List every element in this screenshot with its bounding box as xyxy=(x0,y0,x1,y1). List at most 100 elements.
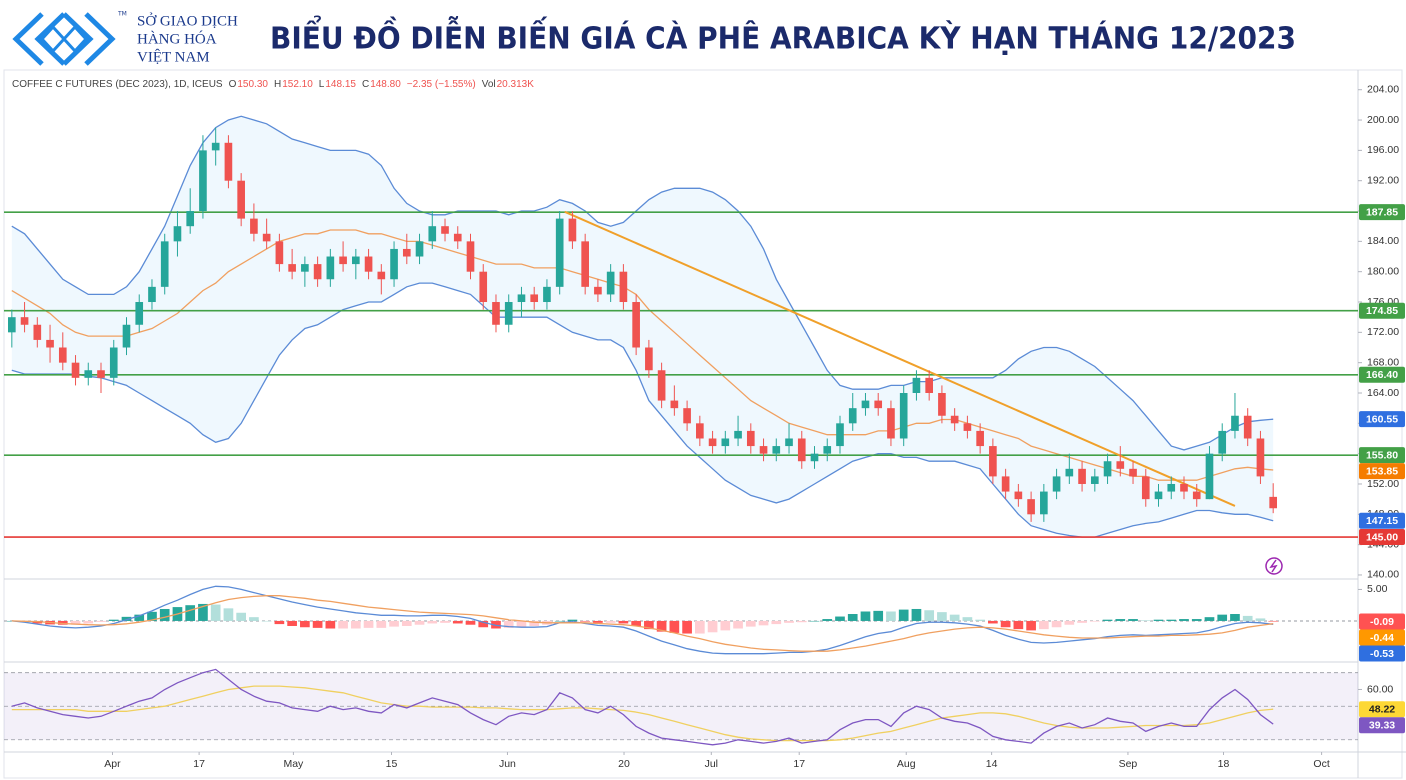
histogram-bar xyxy=(159,608,170,621)
histogram-bar xyxy=(70,620,81,625)
candle-body xyxy=(976,430,984,447)
candle-body xyxy=(288,264,296,272)
histogram-bar xyxy=(1128,619,1138,621)
indicator-line xyxy=(11,595,1274,652)
price-badge-label: 39.33 xyxy=(1369,720,1395,732)
y-tick-label: 200.00 xyxy=(1367,114,1399,126)
histogram-bar xyxy=(198,603,208,621)
candle-body xyxy=(1001,476,1010,492)
x-tick-label: Aug xyxy=(897,758,916,770)
candle-body xyxy=(58,347,67,363)
y-tick-label: 196.00 xyxy=(1367,144,1399,156)
info-label: COFFEE C FUTURES (DEC 2023), 1D, ICEUS xyxy=(12,79,223,90)
histogram-bar xyxy=(1242,615,1253,621)
candle-body xyxy=(1090,476,1099,484)
candle-body xyxy=(173,226,182,242)
info-label: O xyxy=(229,79,237,90)
indicator-line xyxy=(11,115,1274,451)
histogram-bar xyxy=(478,620,489,628)
indicator-line xyxy=(11,585,1274,655)
candle-body xyxy=(402,248,411,257)
histogram-bar xyxy=(96,620,106,622)
candle-body xyxy=(785,438,793,447)
candle-body xyxy=(377,271,386,280)
candle-body xyxy=(530,294,539,303)
price-badge-label: 160.55 xyxy=(1366,413,1398,425)
x-tick-label: May xyxy=(283,758,304,770)
candle-body xyxy=(746,430,755,447)
candle-body xyxy=(1078,468,1086,484)
candle-body xyxy=(581,241,589,287)
candle-body xyxy=(1154,491,1163,500)
candle-body xyxy=(1116,461,1125,469)
histogram-bar xyxy=(134,614,145,621)
info-label: H xyxy=(274,79,281,90)
candle-body xyxy=(1192,491,1201,500)
candle-body xyxy=(861,400,870,409)
price-badge-label: -0.44 xyxy=(1370,632,1394,644)
candle-body xyxy=(275,241,284,265)
candle-body xyxy=(632,302,640,348)
histogram-bar xyxy=(376,620,387,628)
price-badge xyxy=(1359,366,1405,383)
histogram-bar xyxy=(784,620,794,623)
info-value: 152.10 xyxy=(282,79,313,90)
x-tick-label: 14 xyxy=(986,758,998,770)
histogram-bar xyxy=(631,620,641,626)
histogram-bar xyxy=(567,619,578,621)
histogram-bar xyxy=(796,620,807,623)
candle-body xyxy=(734,430,742,439)
histogram-bar xyxy=(185,605,196,621)
logo-chevron xyxy=(84,12,116,66)
info-value: 148.15 xyxy=(325,79,356,90)
histogram-bar xyxy=(325,620,336,629)
logo-diamond xyxy=(61,25,89,54)
candle-body xyxy=(1065,468,1074,477)
candle-body xyxy=(848,408,857,424)
histogram-bar xyxy=(516,620,527,628)
band-fill xyxy=(11,116,1274,538)
candle-body xyxy=(148,286,156,303)
price-badge-label: 155.80 xyxy=(1366,449,1398,461)
candle-body xyxy=(453,233,462,242)
y-tick-label: 164.00 xyxy=(1367,387,1399,399)
histogram-bar xyxy=(312,620,323,628)
candle-body xyxy=(224,142,233,181)
candle-body xyxy=(1014,491,1023,500)
histogram-bar xyxy=(886,611,896,621)
histogram-bar xyxy=(1064,620,1075,625)
info-value: −2.35 (−1.55%) xyxy=(407,79,476,90)
candle-body xyxy=(1027,499,1035,515)
price-badge-label: 48.22 xyxy=(1369,704,1395,716)
histogram-bar xyxy=(261,620,272,622)
price-badge xyxy=(1359,645,1405,662)
histogram-bar xyxy=(338,620,348,629)
y-tick-label: 172.00 xyxy=(1367,326,1399,338)
histogram-bar xyxy=(389,620,399,627)
candle-body xyxy=(568,218,577,242)
histogram-bar xyxy=(147,611,157,621)
candle-body xyxy=(199,150,207,212)
logo-tm: TM xyxy=(117,11,127,18)
x-tick-label: 15 xyxy=(386,758,398,770)
candle-body xyxy=(339,256,347,265)
histogram-bar xyxy=(580,620,591,622)
histogram-bar xyxy=(223,608,234,621)
candle-body xyxy=(797,438,806,462)
candle-body xyxy=(364,256,373,272)
histogram-bar xyxy=(1230,614,1240,621)
histogram-bar xyxy=(1115,619,1126,621)
candle-body xyxy=(708,438,717,447)
x-tick-label: 20 xyxy=(618,758,630,770)
histogram-bar xyxy=(1204,617,1215,621)
candle-body xyxy=(186,211,195,227)
histogram-bar xyxy=(57,620,68,625)
candle-body xyxy=(122,324,131,348)
price-badge-label: 145.00 xyxy=(1366,531,1398,543)
candle-body xyxy=(912,377,921,393)
candle-body xyxy=(721,438,730,447)
histogram-bar xyxy=(287,620,297,626)
candle-body xyxy=(160,241,169,287)
x-tick-label: Jun xyxy=(499,758,516,770)
price-badge-label: 147.15 xyxy=(1366,515,1398,527)
